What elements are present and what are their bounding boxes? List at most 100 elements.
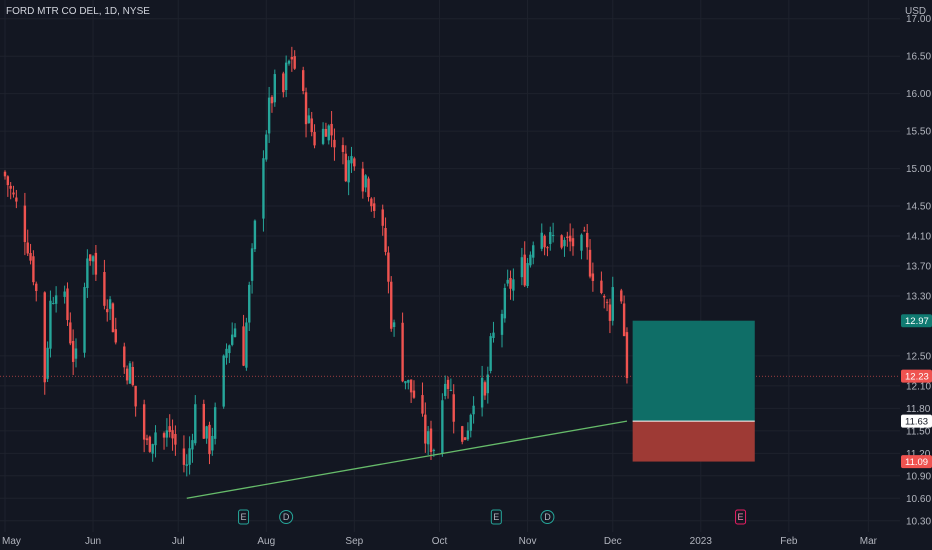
trendline-group[interactable] <box>186 420 628 499</box>
x-tick-label: Oct <box>432 536 448 547</box>
candle <box>242 314 245 367</box>
candle-body <box>91 256 95 262</box>
long-position-tool[interactable] <box>632 320 755 462</box>
candle-body <box>52 303 55 305</box>
candle <box>446 376 450 399</box>
candle-body <box>404 381 407 384</box>
y-tick-label: 16.00 <box>906 89 931 100</box>
candle-body <box>54 295 58 304</box>
candle-body <box>540 232 543 249</box>
candle <box>540 223 543 252</box>
candle-body <box>500 313 504 335</box>
candle <box>123 342 126 374</box>
candle-body <box>373 203 376 211</box>
x-tick-label: Dec <box>604 536 622 547</box>
candle <box>142 399 146 453</box>
candle <box>54 286 58 313</box>
candle <box>273 69 276 107</box>
candle <box>265 130 268 162</box>
price-axis[interactable]: 17.00 16.50 16.00 15.50 15.00 14.50 14.10 13.70… <box>900 0 932 532</box>
time-axis[interactable]: May Jun Jul Aug Sep Oct Nov Dec 2023 Feb Mar <box>0 532 932 550</box>
candle <box>580 233 583 260</box>
candle <box>282 71 285 98</box>
candle-body <box>202 403 205 439</box>
candle-body <box>424 414 427 444</box>
candle <box>600 271 603 295</box>
candle-body <box>407 379 410 383</box>
candle <box>91 255 95 275</box>
y-tick-label: 12.50 <box>906 351 931 362</box>
candle-body <box>74 348 78 359</box>
candle <box>543 234 546 256</box>
candle <box>370 197 373 212</box>
candle <box>503 283 507 323</box>
candle <box>49 290 52 358</box>
y-tick-label: 15.00 <box>906 164 931 175</box>
candle <box>194 395 197 446</box>
candle-body <box>66 288 69 321</box>
candle <box>202 399 205 440</box>
candle <box>26 229 29 257</box>
candle <box>15 189 18 209</box>
candle-body <box>480 377 484 408</box>
x-tick-label: Mar <box>860 536 878 547</box>
candle <box>364 174 367 193</box>
candle-body <box>154 432 157 446</box>
candle-body <box>341 145 345 152</box>
candle-body <box>551 235 555 237</box>
candle-body <box>503 287 507 319</box>
candle-body <box>313 131 316 146</box>
earnings-marker: E <box>238 509 250 525</box>
candle <box>387 246 390 294</box>
candle <box>148 435 152 453</box>
candle <box>32 250 35 286</box>
price-axis-bg <box>900 0 932 532</box>
candle-body <box>32 256 35 283</box>
candle <box>529 251 532 268</box>
candle-body <box>69 322 72 344</box>
candle <box>248 281 251 332</box>
candle-body <box>566 236 569 238</box>
candle <box>213 402 217 445</box>
candle <box>69 312 72 346</box>
candle-body <box>213 407 217 439</box>
y-tick-label: 14.10 <box>906 232 931 243</box>
axis-price-label-text: 11.09 <box>905 457 928 468</box>
y-tick-label: 10.90 <box>906 471 931 482</box>
candle-body <box>284 62 288 90</box>
candle <box>208 421 211 465</box>
candle-body <box>191 440 194 450</box>
candle-body <box>108 299 112 309</box>
candle <box>390 276 393 332</box>
candle <box>128 361 132 384</box>
candle-body <box>446 379 450 389</box>
candle-body <box>580 234 583 251</box>
candle <box>94 244 98 281</box>
candle-body <box>509 278 512 289</box>
candle <box>347 156 350 196</box>
candle <box>625 327 629 384</box>
candle <box>182 435 186 473</box>
candle <box>145 434 149 445</box>
candle-body <box>111 303 115 333</box>
candle-body <box>361 168 365 192</box>
event-marker-label: E <box>241 512 247 522</box>
y-tick-label: 10.60 <box>906 494 931 505</box>
candle <box>83 282 86 358</box>
candle <box>583 226 586 232</box>
candle-body <box>151 444 154 454</box>
candle <box>520 247 524 286</box>
candle-body <box>350 156 353 164</box>
candle <box>344 145 347 183</box>
candle <box>566 231 569 247</box>
candle <box>29 243 32 265</box>
candle-body <box>71 340 75 362</box>
candle-body <box>390 281 393 329</box>
candle <box>46 341 49 383</box>
candle <box>262 150 265 232</box>
candle <box>114 317 117 345</box>
candle-body <box>273 74 276 103</box>
candle-body <box>26 242 29 254</box>
candle-body <box>526 263 529 287</box>
